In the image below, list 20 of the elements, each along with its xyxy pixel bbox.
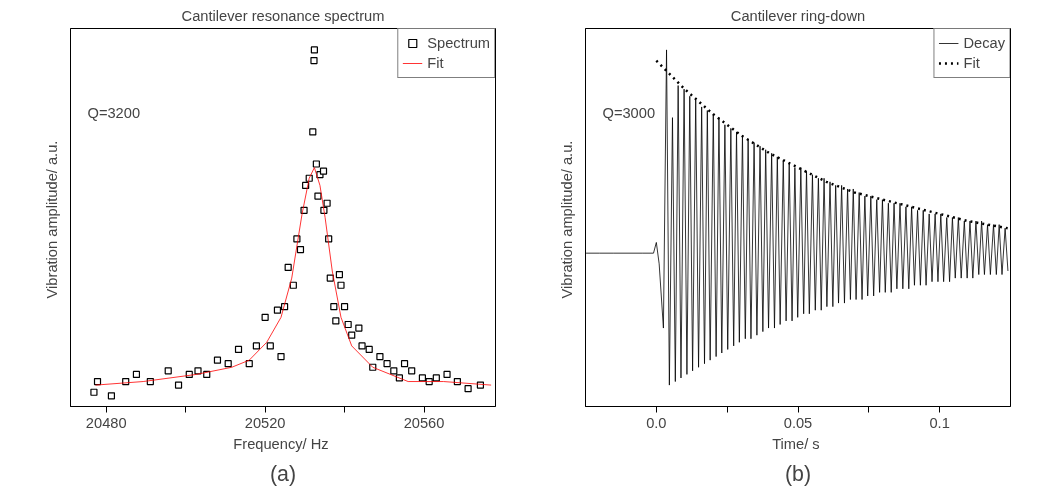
x-tick-label: 0.1 [929, 414, 950, 431]
annotation: Q=3200 [87, 105, 141, 122]
annotation: Q=3000 [602, 105, 656, 122]
chart-title: Cantilever resonance spectrum [181, 7, 385, 24]
x-tick-label: 20480 [85, 414, 127, 431]
x-tick-label: 0.0 [646, 414, 667, 431]
x-tick-label: 20520 [244, 414, 286, 431]
legend-label: Spectrum [427, 35, 490, 51]
legend-label: Decay [963, 35, 1005, 51]
x-tick-label: 20560 [403, 414, 445, 431]
x-axis-title: Time/ s [772, 435, 820, 452]
y-axis-title: Vibration amplitude/ a.u. [43, 140, 60, 299]
x-tick-label: 0.05 [783, 414, 813, 431]
legend-label: Fit [427, 55, 445, 71]
y-axis-title: Vibration amplitude/ a.u. [558, 140, 575, 299]
chart-title: Cantilever ring-down [730, 7, 866, 24]
text: (a) [269, 461, 297, 486]
legend-label: Fit [963, 55, 981, 71]
text: (b) [784, 461, 812, 486]
x-axis-title: Frequency/ Hz [233, 435, 329, 452]
